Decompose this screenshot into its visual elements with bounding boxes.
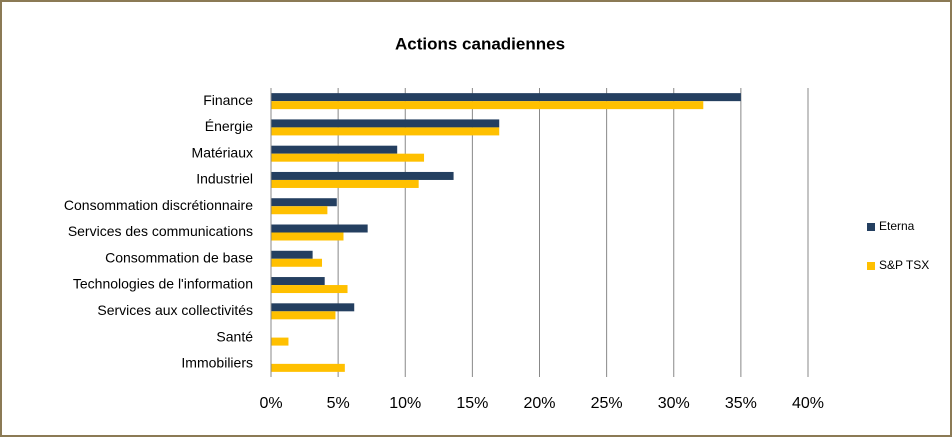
y-tick-label: Énergie [205,118,253,134]
x-tick-label: 30% [658,395,690,412]
y-tick-label: Consommation discrétionnaire [64,197,253,213]
x-tick-label: 35% [725,395,757,412]
bar [271,101,704,110]
bar [271,119,500,128]
x-tick-label: 10% [389,395,421,412]
x-tick-label: 20% [523,395,555,412]
bar [271,153,425,162]
bar [271,171,454,180]
bar [271,93,741,102]
y-tick-label: Matériaux [192,144,253,160]
bar [271,277,325,286]
y-tick-label: Services aux collectivités [97,302,253,318]
x-tick-label: 0% [259,395,282,412]
legend-label: S&P TSX [879,258,929,272]
bar [271,337,289,346]
chart-title: Actions canadiennes [395,34,565,53]
bar [271,311,336,320]
bar [271,145,398,154]
x-tick-label: 40% [792,395,824,412]
bar [271,224,368,233]
legend-swatch [867,262,875,270]
x-tick-label: 25% [591,395,623,412]
y-tick-label: Technologies de l'information [73,276,253,292]
y-tick-label: Industriel [196,171,253,187]
bar [271,206,328,215]
bar [271,285,348,294]
y-tick-label: Immobiliers [181,355,253,371]
bar [271,258,323,267]
legend-swatch [867,223,875,231]
bar [271,303,355,312]
bar [271,127,500,136]
bar [271,198,337,207]
y-tick-label: Finance [203,92,253,108]
legend-label: Eterna [879,219,915,233]
y-tick-label: Consommation de base [105,249,253,265]
y-tick-label: Services des communications [68,223,253,239]
bar [271,363,345,372]
bar [271,179,419,188]
x-tick-label: 5% [327,395,350,412]
bar [271,232,344,241]
y-tick-label: Santé [216,328,253,344]
bar [271,250,313,259]
x-tick-label: 15% [456,395,488,412]
